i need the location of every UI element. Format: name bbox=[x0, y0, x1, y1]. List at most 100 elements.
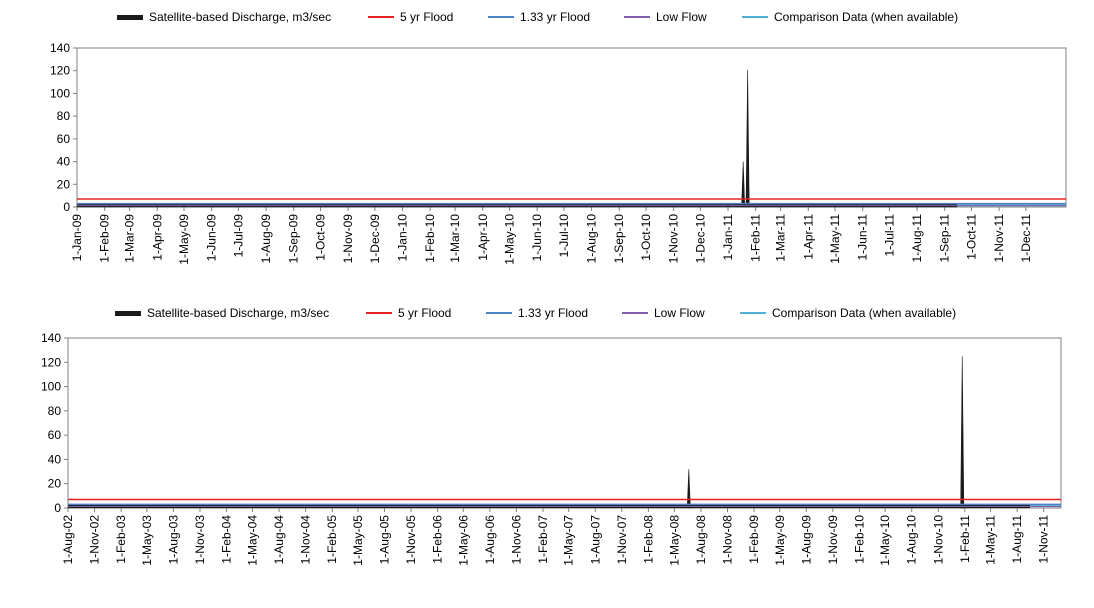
x-tick-label: 1-Jul-09 bbox=[231, 214, 245, 258]
x-tick-label: 1-Sep-09 bbox=[287, 214, 301, 264]
x-tick-label: 1-Feb-09 bbox=[747, 515, 761, 564]
y-tick-label: 20 bbox=[48, 477, 62, 491]
chart-legend: Satellite-based Discharge, m3/sec 5 yr F… bbox=[0, 10, 1094, 28]
x-tick-label: 1-Oct-09 bbox=[313, 214, 327, 261]
legend-swatch-flood5 bbox=[366, 312, 392, 314]
legend-item-flood5: 5 yr Flood bbox=[366, 306, 451, 320]
x-tick-label: 1-Apr-11 bbox=[801, 214, 815, 260]
discharge-spike bbox=[960, 356, 965, 509]
legend-item-comparison: Comparison Data (when available) bbox=[740, 306, 956, 320]
y-tick-label: 0 bbox=[63, 200, 70, 214]
x-tick-label: 1-Mar-10 bbox=[448, 214, 462, 263]
chart-legend: Satellite-based Discharge, m3/sec 5 yr F… bbox=[0, 306, 1094, 324]
legend-item-flood5: 5 yr Flood bbox=[368, 10, 453, 24]
legend-label-comparison: Comparison Data (when available) bbox=[774, 10, 959, 24]
legend-item-flood133: 1.33 yr Flood bbox=[486, 306, 588, 320]
chart-plot-top: 0 20 40 60 80 100 120 140 1-Jan-09 1-Feb-09 1-Mar-… bbox=[50, 41, 1067, 265]
y-tick-label: 120 bbox=[41, 355, 61, 369]
x-tick-label: 1-Dec-10 bbox=[693, 214, 707, 264]
x-tick-label: 1-Oct-10 bbox=[639, 214, 653, 261]
y-tick-label: 100 bbox=[50, 86, 70, 100]
x-tick-label: 1-Feb-10 bbox=[852, 515, 866, 564]
x-tick-label: 1-Sep-11 bbox=[938, 214, 952, 263]
legend-swatch-comparison bbox=[742, 16, 768, 18]
y-tick-label: 20 bbox=[57, 177, 71, 191]
x-tick-label: 1-Nov-11 bbox=[1037, 515, 1051, 564]
x-tick-label: 1-Jul-10 bbox=[557, 214, 571, 258]
legend-label-flood5: 5 yr Flood bbox=[398, 306, 452, 320]
chart-plot-bottom: 0 20 40 60 80 100 120 140 1-Aug-02 1-Nov-02 1-Feb-… bbox=[41, 331, 1062, 566]
y-tick-label: 120 bbox=[50, 64, 70, 78]
x-tick-label: 1-Apr-09 bbox=[150, 214, 164, 261]
discharge-spike bbox=[686, 469, 691, 509]
x-tick-label: 1-Dec-11 bbox=[1019, 214, 1033, 263]
x-tick-label: 1-Aug-09 bbox=[799, 515, 813, 565]
x-tick-label: 1-Aug-03 bbox=[166, 515, 180, 565]
y-tick-label: 140 bbox=[50, 41, 70, 55]
legend-label-lowflow: Low Flow bbox=[656, 10, 707, 24]
legend-item-lowflow: Low Flow bbox=[624, 10, 707, 24]
x-tick-label: 1-Feb-11 bbox=[749, 214, 763, 262]
x-tick-label: 1-May-05 bbox=[351, 515, 365, 566]
x-tick-label: 1-Apr-10 bbox=[476, 214, 490, 261]
x-tick-label: 1-Jul-11 bbox=[882, 214, 896, 257]
x-tick-label: 1-May-03 bbox=[140, 515, 154, 566]
discharge-spike bbox=[745, 69, 750, 208]
legend-item-comparison: Comparison Data (when available) bbox=[742, 10, 958, 24]
x-tick-label: 1-Feb-04 bbox=[220, 515, 234, 564]
x-tick-label: 1-Mar-09 bbox=[123, 214, 137, 263]
x-tick-label: 1-Jan-10 bbox=[396, 214, 410, 262]
x-tick-label: 1-Jun-11 bbox=[856, 214, 870, 261]
x-tick-label: 1-Jun-09 bbox=[205, 214, 219, 262]
legend-swatch-comparison bbox=[740, 312, 766, 314]
y-tick-label: 100 bbox=[41, 380, 61, 394]
legend-label-discharge: Satellite-based Discharge, m3/sec bbox=[149, 10, 332, 24]
x-tick-label: 1-Aug-11 bbox=[910, 214, 924, 263]
x-tick-label: 1-Feb-09 bbox=[98, 214, 112, 263]
x-tick-label: 1-Aug-07 bbox=[588, 515, 602, 565]
y-tick-label: 60 bbox=[48, 428, 62, 442]
x-tick-label: 1-Aug-10 bbox=[905, 515, 919, 565]
plot-frame bbox=[76, 47, 1067, 208]
x-tick-label: 1-Nov-10 bbox=[931, 515, 945, 565]
chart-panel-top: Satellite-based Discharge, m3/sec 5 yr F… bbox=[0, 0, 1094, 300]
x-tick-label: 1-May-07 bbox=[562, 515, 576, 566]
x-tick-label: 1-Oct-11 bbox=[964, 214, 978, 260]
x-tick-label: 1-Nov-06 bbox=[509, 515, 523, 565]
x-tick-label: 1-Nov-03 bbox=[193, 515, 207, 565]
y-tick-label: 80 bbox=[57, 109, 71, 123]
legend-label-flood5: 5 yr Flood bbox=[400, 10, 454, 24]
legend-item-flood133: 1.33 yr Flood bbox=[488, 10, 590, 24]
legend-item-discharge: Satellite-based Discharge, m3/sec bbox=[117, 10, 331, 24]
x-tick-label: 1-Nov-11 bbox=[992, 214, 1006, 263]
x-tick-label: 1-Nov-10 bbox=[667, 214, 681, 264]
legend-item-discharge: Satellite-based Discharge, m3/sec bbox=[115, 306, 329, 320]
x-tick-label: 1-Aug-05 bbox=[377, 515, 391, 565]
x-tick-label: 1-Nov-09 bbox=[826, 515, 840, 565]
y-tick-label: 40 bbox=[57, 155, 71, 169]
x-tick-label: 1-Jan-09 bbox=[70, 214, 84, 262]
legend-swatch-lowflow bbox=[622, 312, 648, 314]
x-tick-label: 1-May-04 bbox=[246, 515, 260, 566]
x-tick-label: 1-May-10 bbox=[878, 515, 892, 566]
legend-swatch-flood5 bbox=[368, 16, 394, 18]
discharge-spike bbox=[741, 161, 746, 208]
y-tick-label: 60 bbox=[57, 132, 71, 146]
plot-frame bbox=[67, 337, 1062, 509]
x-tick-label: 1-Nov-09 bbox=[341, 214, 355, 264]
x-tick-label: 1-Sep-10 bbox=[612, 214, 626, 264]
legend-swatch-flood133 bbox=[488, 16, 514, 18]
legend-item-lowflow: Low Flow bbox=[622, 306, 705, 320]
x-tick-label: 1-Feb-11 bbox=[958, 515, 972, 563]
y-tick-label: 40 bbox=[48, 452, 62, 466]
y-tick-label: 0 bbox=[54, 501, 61, 515]
chart-panel-bottom: Satellite-based Discharge, m3/sec 5 yr F… bbox=[0, 296, 1094, 608]
x-tick-label: 1-Nov-08 bbox=[720, 515, 734, 565]
y-tick-label: 80 bbox=[48, 404, 62, 418]
x-tick-label: 1-May-10 bbox=[503, 214, 517, 265]
x-tick-label: 1-Dec-09 bbox=[368, 214, 382, 264]
x-tick-label: 1-Feb-07 bbox=[536, 515, 550, 564]
x-tick-label: 1-Feb-03 bbox=[114, 515, 128, 564]
x-tick-label: 1-Aug-10 bbox=[585, 214, 599, 264]
x-tick-label: 1-May-11 bbox=[984, 515, 998, 565]
